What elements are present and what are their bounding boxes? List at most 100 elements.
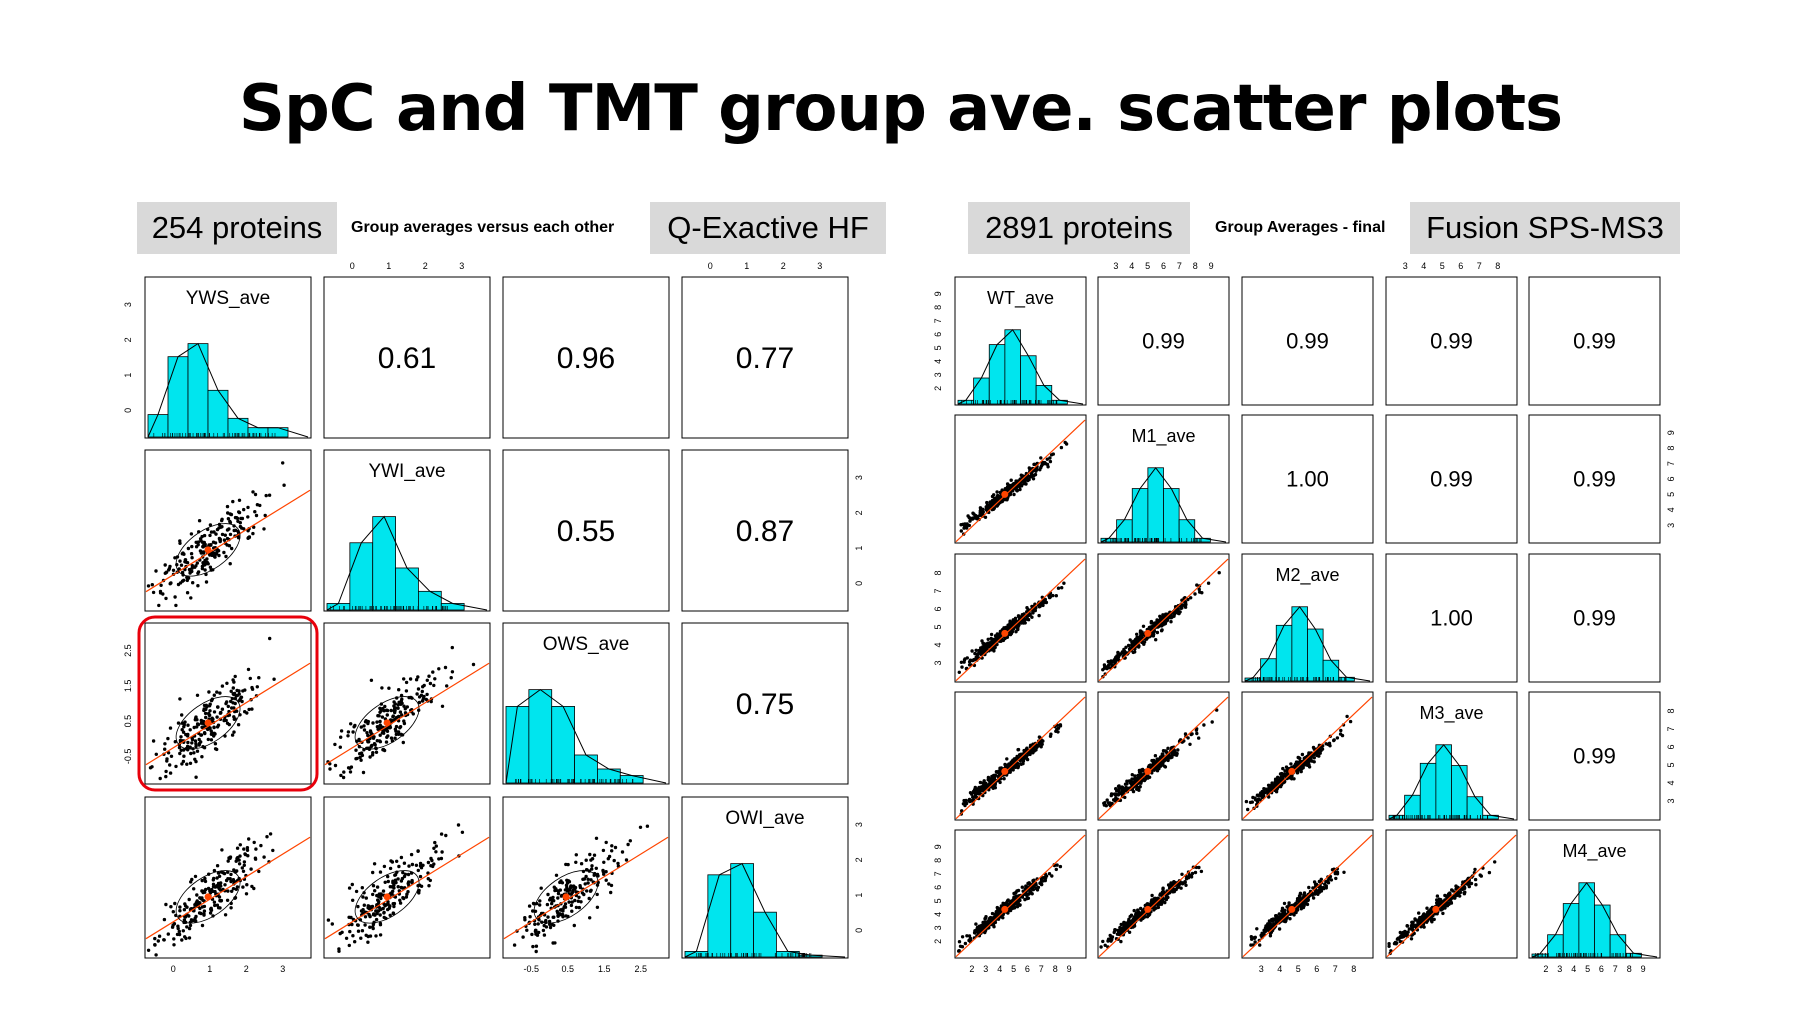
data-point: [373, 889, 377, 893]
data-point: [235, 846, 240, 850]
data-point: [996, 909, 1001, 914]
matrix-cell: [1241, 829, 1374, 959]
data-point: [602, 872, 606, 876]
data-point: [1034, 883, 1038, 887]
data-point: [601, 848, 606, 853]
data-point: [200, 878, 204, 883]
data-point: [353, 940, 357, 944]
data-point: [194, 742, 198, 746]
data-point: [1037, 605, 1042, 609]
data-point: [604, 870, 608, 874]
correlation-value: 0.99: [1573, 606, 1616, 631]
data-point: [1171, 881, 1176, 885]
data-point: [1184, 877, 1189, 881]
data-point: [1287, 903, 1291, 907]
correlation-value: 0.61: [378, 342, 436, 375]
data-point: [568, 885, 573, 889]
data-point: [374, 909, 378, 913]
data-point: [416, 849, 420, 853]
data-point: [1005, 757, 1009, 761]
axis-tick-label: 3: [854, 822, 864, 827]
data-point: [537, 918, 541, 922]
data-point: [348, 770, 353, 774]
data-point: [381, 906, 385, 911]
data-point: [417, 695, 422, 699]
data-point: [1039, 880, 1043, 884]
data-point: [162, 917, 167, 922]
data-point: [960, 665, 964, 669]
data-point: [587, 896, 591, 901]
data-point: [1025, 754, 1029, 759]
data-point: [1248, 800, 1253, 805]
data-point: [382, 915, 386, 920]
mean-point: [1001, 490, 1009, 498]
confidence-ellipse: [175, 696, 241, 750]
data-point: [185, 905, 189, 909]
data-point: [1039, 882, 1044, 887]
data-point: [1122, 647, 1126, 652]
data-point: [1275, 778, 1279, 782]
data-point: [1155, 630, 1160, 635]
axis-tick-label: 2: [423, 261, 428, 271]
data-point: [190, 569, 194, 574]
data-point: [1054, 867, 1059, 872]
data-point: [1176, 748, 1180, 752]
data-point: [574, 860, 578, 864]
data-point: [226, 859, 230, 863]
data-point: [993, 637, 997, 642]
confidence-ellipse: [354, 870, 420, 924]
data-point: [213, 742, 218, 746]
data-point: [1101, 939, 1105, 944]
data-point: [228, 877, 232, 881]
data-point: [229, 906, 233, 910]
data-point: [350, 882, 354, 887]
density-curve: [957, 329, 1084, 405]
data-point: [1026, 478, 1030, 483]
data-point: [566, 879, 571, 883]
data-point: [1151, 898, 1155, 902]
data-point: [242, 863, 246, 867]
matrix-cell: 0.99: [1528, 414, 1661, 544]
histogram-bar: [349, 542, 374, 611]
matrix-cell: 0.61: [323, 276, 491, 439]
data-point: [207, 704, 212, 708]
data-point: [180, 713, 184, 717]
data-point: [1296, 755, 1300, 760]
axis-tick-label: 0: [708, 261, 713, 271]
data-point: [963, 799, 967, 804]
data-point: [194, 914, 198, 919]
matrix-cell: YWI_ave: [323, 449, 491, 612]
mean-point: [1001, 629, 1009, 637]
data-point: [1342, 870, 1346, 874]
data-point: [1008, 624, 1012, 628]
matrix-cell: 0.99: [1528, 691, 1661, 821]
data-point: [347, 886, 352, 890]
data-point: [1188, 742, 1192, 746]
data-point: [1246, 807, 1250, 812]
data-point: [208, 533, 212, 538]
data-point: [1154, 906, 1158, 910]
data-point: [592, 871, 597, 876]
data-point: [962, 660, 966, 664]
data-point: [980, 647, 984, 651]
data-point: [215, 725, 220, 729]
matrix-cell: 0.99: [1097, 276, 1230, 406]
data-point: [1146, 775, 1151, 780]
data-point: [199, 897, 203, 901]
data-point: [182, 725, 186, 729]
data-point: [249, 867, 253, 871]
data-point: [198, 901, 202, 905]
data-point: [182, 908, 187, 912]
data-point: [233, 701, 237, 706]
data-point: [1317, 889, 1321, 893]
data-point: [1128, 638, 1132, 642]
data-point: [1055, 863, 1059, 867]
data-point: [179, 748, 183, 752]
data-point: [253, 510, 257, 514]
axis-tick-label: 2: [123, 337, 133, 342]
data-point: [1149, 621, 1154, 625]
data-point: [228, 519, 232, 524]
correlation-value: 0.99: [1430, 467, 1473, 492]
data-point: [1039, 464, 1044, 468]
data-point: [616, 861, 620, 866]
